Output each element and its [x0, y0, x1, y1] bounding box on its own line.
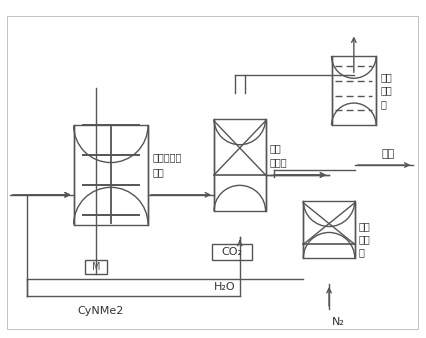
Text: M: M [92, 262, 100, 272]
Text: CO₂: CO₂ [221, 247, 242, 257]
Text: H₂O: H₂O [213, 282, 235, 292]
Text: 产品
精制
塔: 产品 精制 塔 [379, 72, 391, 109]
Bar [212, 244, 251, 260]
Bar [213, 119, 265, 211]
Bar [74, 125, 148, 224]
Bar [85, 260, 106, 274]
Bar [302, 201, 354, 258]
Text: CyNMe2: CyNMe2 [78, 306, 124, 316]
Text: 溶剂
回收
塔: 溶剂 回收 塔 [358, 221, 370, 258]
Text: 产品
分离塔: 产品 分离塔 [269, 143, 287, 167]
Text: 氢甲酰化反
应器: 氢甲酰化反 应器 [153, 153, 182, 177]
Text: 尾气: 尾气 [381, 149, 394, 159]
Bar [331, 56, 375, 125]
Text: N₂: N₂ [331, 317, 344, 327]
